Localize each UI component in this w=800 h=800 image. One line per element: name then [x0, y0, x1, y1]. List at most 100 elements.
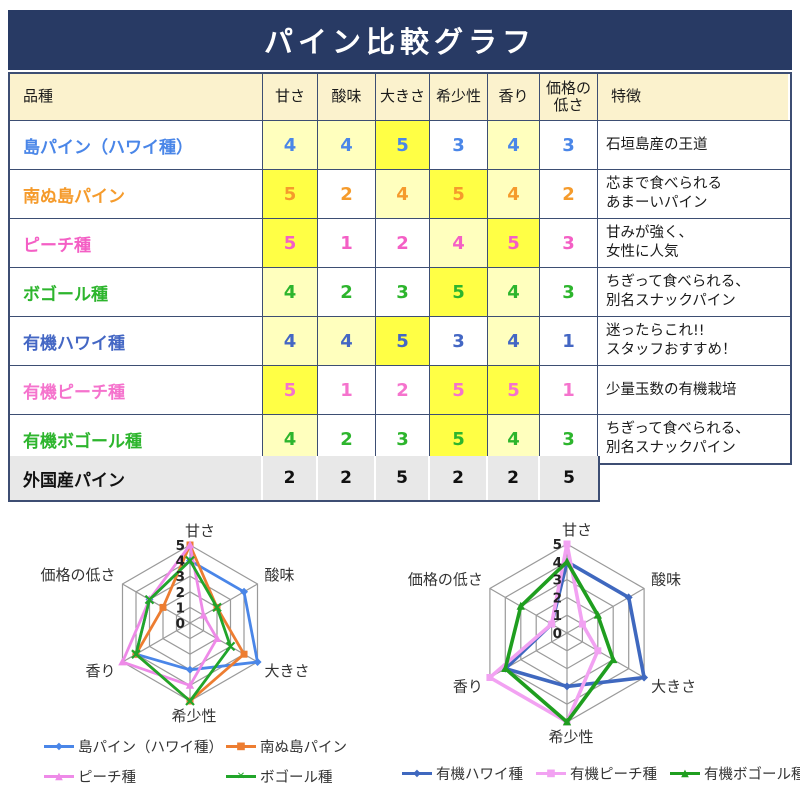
square-marker-icon: ■	[546, 767, 556, 779]
score-cell: 2	[318, 415, 376, 463]
score-cell: 2	[376, 219, 430, 267]
legend-line-triangle-icon: ▲	[670, 768, 700, 778]
series-marker	[501, 664, 510, 672]
header-cell: 価格の低さ	[540, 74, 598, 120]
header-cell: 希少性	[430, 74, 488, 120]
axis-tick-label: 5	[176, 538, 185, 554]
header-cell: 酸味	[318, 74, 376, 120]
score-cell: 3	[540, 268, 598, 316]
series-marker	[159, 603, 167, 611]
legend-label: ピーチ種	[78, 770, 136, 786]
series-marker	[640, 673, 649, 682]
axis-tick-label: 3	[176, 569, 185, 585]
axis-label: 酸味	[265, 566, 295, 584]
series-marker	[185, 696, 195, 706]
page-title-bar: パイン比較グラフ	[8, 10, 792, 70]
series-marker	[131, 649, 141, 659]
score-cell: 4	[376, 170, 430, 218]
score-cell: 1	[540, 317, 598, 365]
legend-item: ▲ ピーチ種	[44, 766, 226, 787]
series-marker	[609, 655, 618, 664]
score-cell: 2	[318, 456, 376, 500]
series-marker	[199, 610, 208, 619]
score-cell: 5	[263, 219, 318, 267]
axis-label: 大きさ	[651, 678, 696, 696]
x-marker-icon: ✕	[236, 770, 246, 782]
score-cell: 5	[430, 170, 488, 218]
table-row: 島パイン（ハワイ種） 4 4 5 3 4 3 石垣島産の王道	[10, 121, 790, 170]
header-cell: 香り	[488, 74, 540, 120]
legend-label: 有機ボゴール種	[704, 767, 800, 783]
axis-label: 価格の低さ	[408, 571, 483, 589]
triangle-marker-icon: ▲	[55, 770, 63, 782]
score-cell: 5	[430, 366, 488, 414]
axis-label: 甘さ	[185, 522, 215, 540]
score-cell: 3	[540, 121, 598, 169]
series-marker	[563, 682, 571, 691]
score-cell: 4	[488, 317, 540, 365]
series-marker	[118, 657, 127, 666]
axis-tick-label: 4	[553, 555, 562, 571]
series-marker	[212, 634, 222, 642]
legend-line-triangle-icon: ▲	[44, 771, 74, 781]
score-cell: 3	[540, 415, 598, 463]
score-cell: 4	[263, 415, 318, 463]
header-cell: 品種	[10, 74, 263, 120]
axis-label: 希少性	[548, 728, 593, 746]
legend-label: 有機ハワイ種	[436, 767, 523, 783]
series-marker	[253, 658, 262, 666]
diamond-marker-icon: ◆	[413, 767, 421, 779]
axis-tick-label: 2	[176, 585, 185, 601]
axis-tick-label: 5	[553, 537, 562, 553]
score-cell: 2	[318, 170, 376, 218]
comparison-table: 品種 甘さ 酸味 大きさ 希少性 香り 価格の低さ 特徴 島パイン（ハワイ種） 4 4 5 3 4 3 石垣島…	[8, 72, 792, 465]
feature-text: 少量玉数の有機栽培	[606, 381, 737, 398]
score-cell: 3	[376, 268, 430, 316]
score-cell: 2	[376, 366, 430, 414]
legend-line-x-icon: ✕	[226, 771, 256, 781]
variety-name: 有機ボゴール種	[10, 415, 263, 463]
header-cell: 特徴	[598, 74, 788, 120]
series-marker	[548, 620, 556, 628]
score-cell: 3	[430, 121, 488, 169]
legend-item: ■ 有機ピーチ種	[536, 763, 657, 784]
series-marker	[185, 555, 195, 566]
legend-line-square-icon: ■	[536, 768, 566, 778]
score-cell: 5	[430, 268, 488, 316]
legend-line-diamond-icon: ◆	[402, 768, 432, 778]
legend-right: ◆ 有機ハワイ種 ■ 有機ピーチ種 ▲ 有機ボゴール種	[402, 763, 800, 784]
score-cell: 4	[488, 415, 540, 463]
axis-label: 香り	[453, 678, 483, 696]
series-marker	[240, 650, 248, 658]
header-cell: 大きさ	[376, 74, 430, 120]
score-cell: 1	[318, 219, 376, 267]
legend-line-square-icon: ■	[226, 741, 256, 751]
score-cell: 4	[488, 268, 540, 316]
score-cell: 2	[263, 456, 318, 500]
score-cell: 5	[376, 456, 430, 500]
triangle-marker-icon: ▲	[681, 767, 689, 779]
score-cell: 5	[376, 121, 430, 169]
axis-tick-label: 0	[176, 616, 185, 632]
feature-text: ちぎって食べられる、 別名スナックパイン	[606, 421, 750, 456]
score-cell: 4	[263, 268, 318, 316]
series-marker	[240, 587, 249, 596]
score-cell: 5	[263, 170, 318, 218]
legend-item: ✕ ボゴール種	[226, 766, 446, 787]
series-marker	[563, 540, 571, 548]
table-row: 有機ピーチ種 5 1 2 5 5 1 少量玉数の有機栽培	[10, 366, 790, 415]
score-cell: 4	[263, 121, 318, 169]
variety-name: ピーチ種	[10, 219, 263, 267]
score-cell: 4	[430, 219, 488, 267]
score-cell: 5	[488, 219, 540, 267]
variety-name: 南ぬ島パイン	[10, 170, 263, 218]
legend-label: 島パイン（ハワイ種）	[78, 740, 223, 756]
series-marker	[185, 680, 195, 689]
grid-spoke	[566, 632, 645, 679]
legend-left: ◆ 島パイン（ハワイ種） ■ 南ぬ島パイン ▲ ピーチ種 ✕ ボゴール種	[44, 736, 446, 787]
series-marker	[593, 610, 603, 619]
series-marker	[624, 593, 633, 602]
legend-item: ◆ 有機ハワイ種	[402, 763, 523, 784]
score-cell: 2	[488, 456, 540, 500]
